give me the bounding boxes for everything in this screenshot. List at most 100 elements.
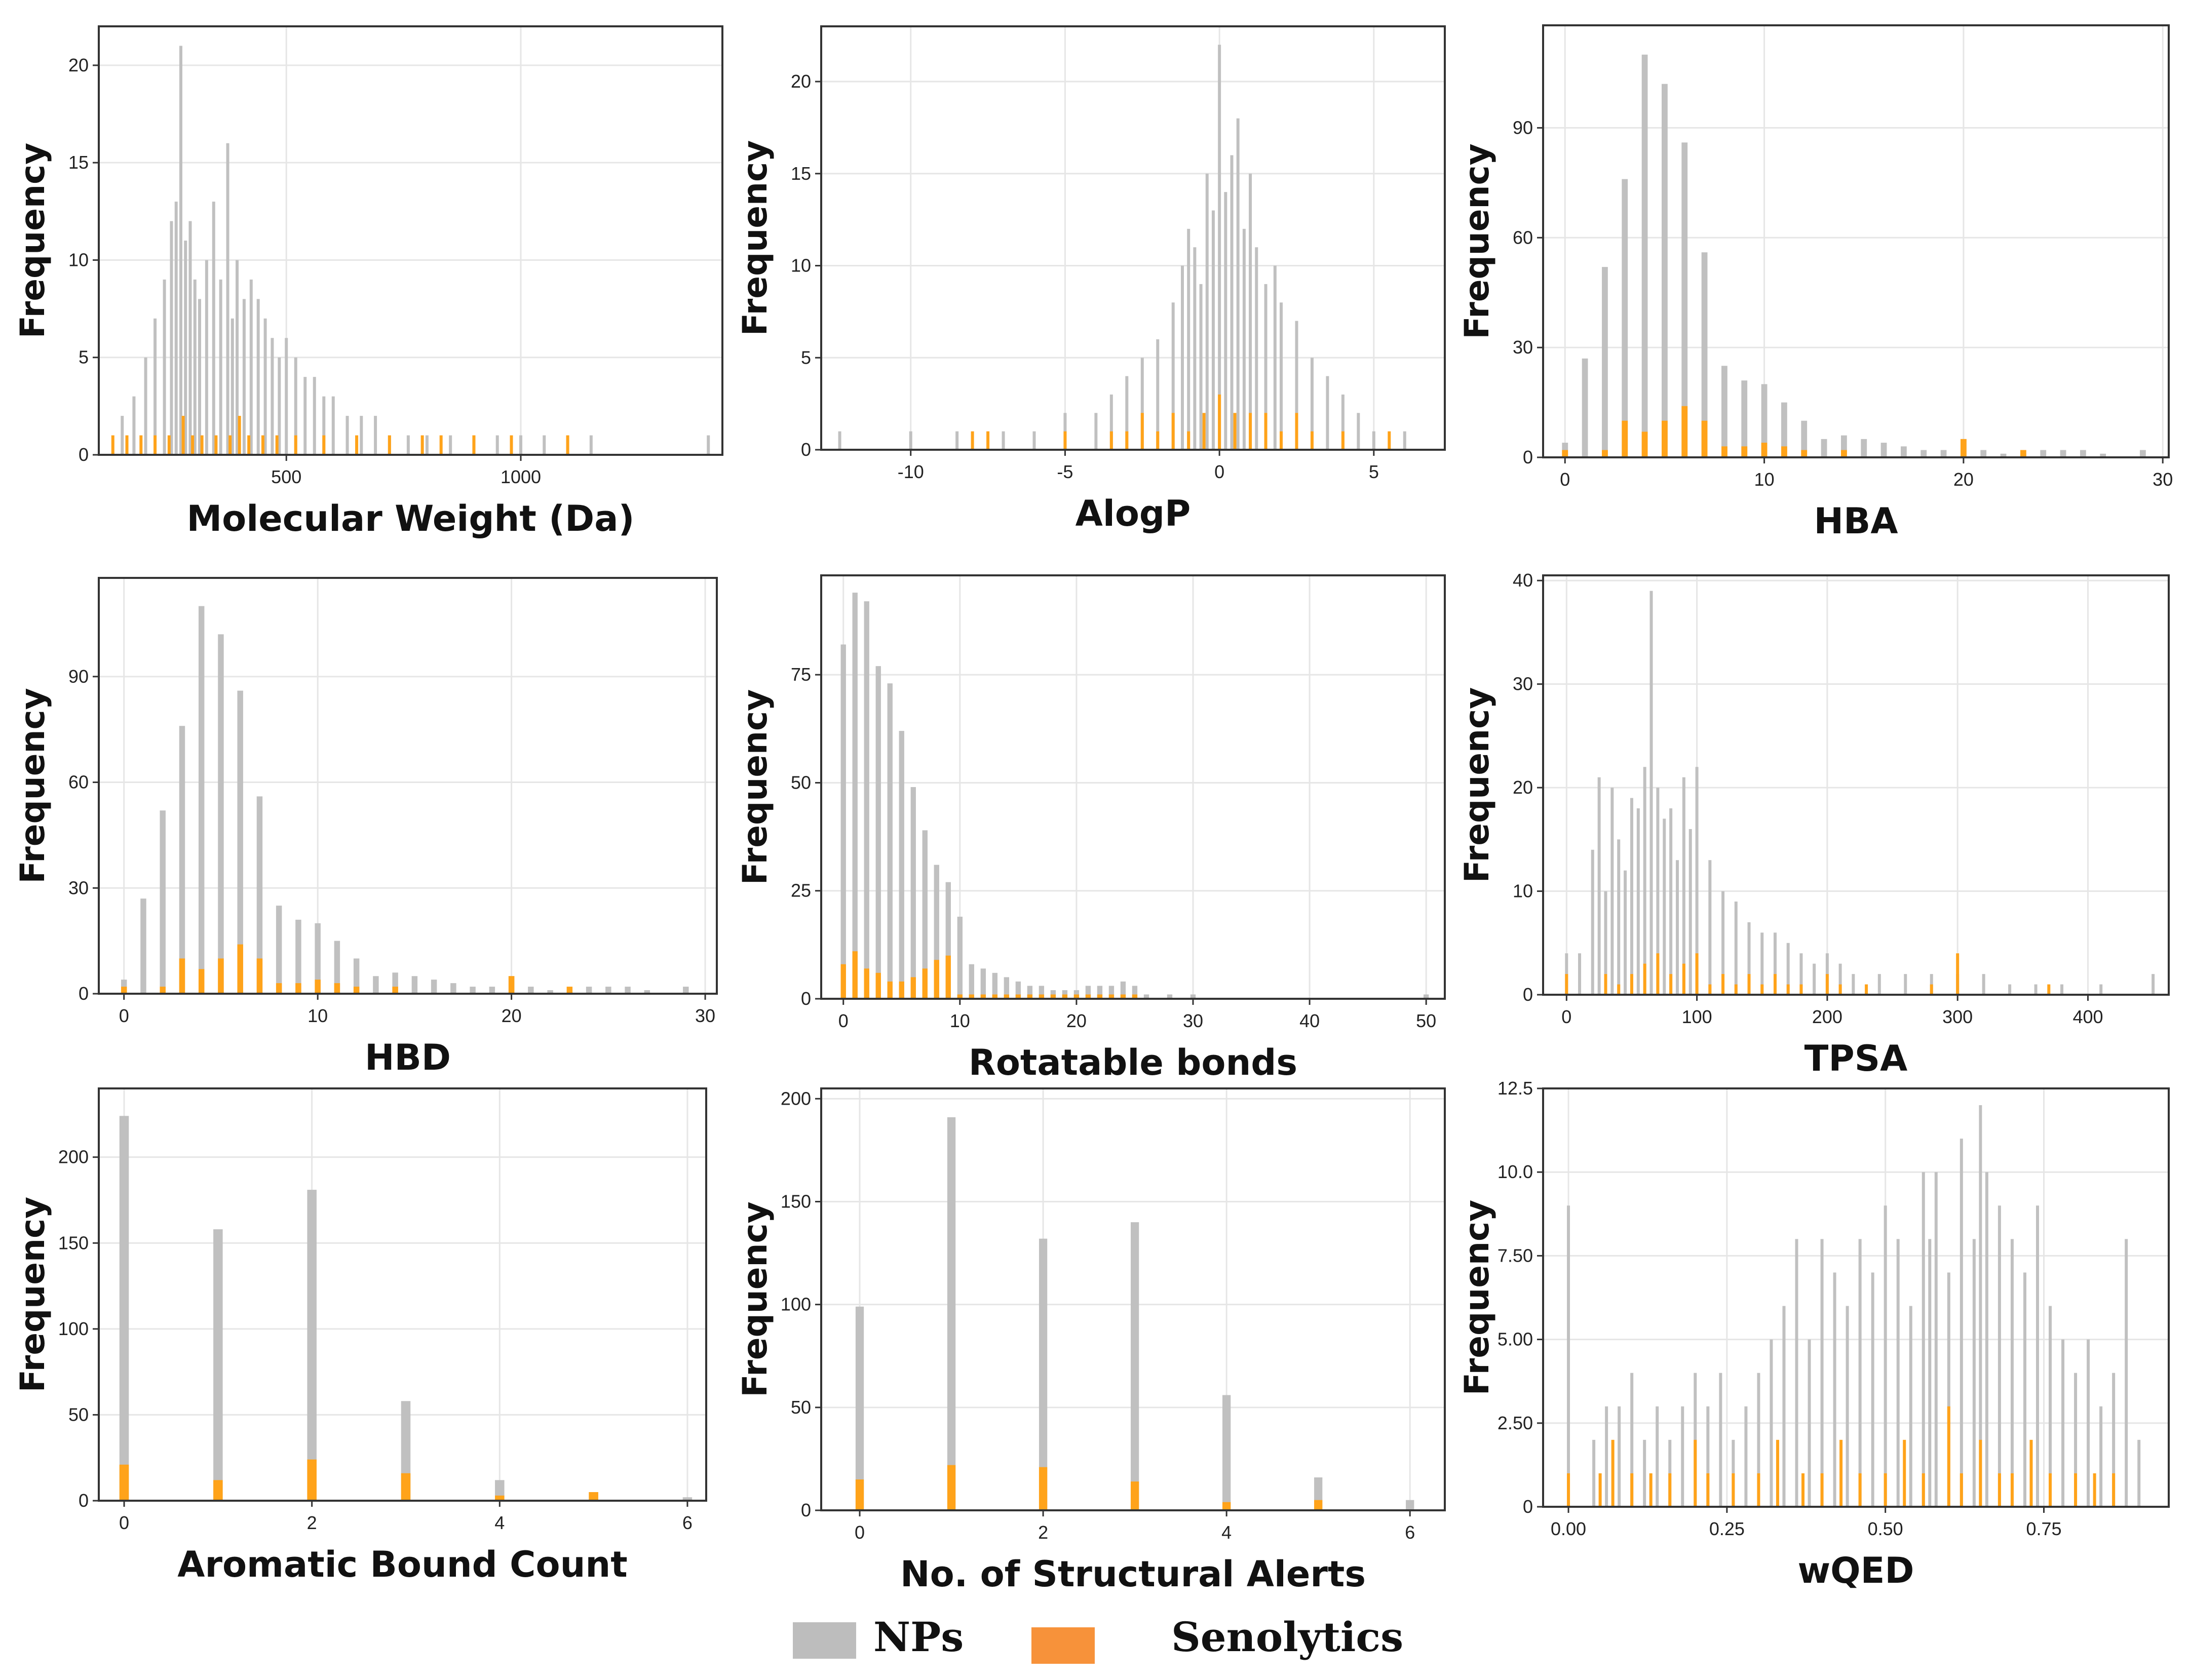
bar-senolytics [1641,432,1648,457]
y-tick-label: 0 [79,1490,89,1511]
plot-frame [1542,24,2170,458]
bar-nps [271,338,274,455]
bar-senolytics [1120,994,1126,999]
y-tick-label: 0 [79,444,89,465]
x-tick-label: 40 [1299,1010,1320,1031]
bar-nps [1979,1105,1982,1507]
bar-nps [1896,1239,1900,1507]
bar-senolytics [1604,974,1607,995]
bar-nps [256,299,260,455]
bar-senolytics [1922,1473,1925,1507]
bar-senolytics [2074,1473,2078,1507]
bar-nps [2139,450,2146,457]
x-tick-label: 10 [308,1005,328,1026]
bar-senolytics [855,1479,864,1510]
bar-nps [1770,1339,1773,1507]
x-axis-title: HBA [1814,500,1898,542]
bar-senolytics [910,977,916,999]
panel-molecular-weight-da: 500 1000 0 5 10 15 20 Molecular Weight (Da) Freq… [13,25,723,539]
bar-nps [1801,420,1808,457]
bar-senolytics [111,435,114,455]
x-tick-label: 0 [1561,1006,1571,1027]
bar-nps [1605,1406,1608,1507]
y-tick-label: 20 [1513,777,1533,798]
bar-nps [1669,808,1673,995]
bar-senolytics [1682,963,1685,995]
x-tick-label: 0 [1214,461,1224,482]
bar-senolytics [1998,1473,2001,1507]
bar-senolytics [840,964,846,999]
bar-nps [360,416,363,455]
bar-nps [1820,1239,1824,1507]
bar-senolytics [971,431,974,450]
bar-nps [910,787,916,999]
bar-senolytics [1930,984,1933,995]
bar-senolytics [1732,1473,1735,1507]
x-tick-label: 0.50 [1868,1518,1903,1539]
bar-nps [1813,963,1816,995]
bar-nps [1838,963,1842,995]
bar-senolytics [1947,1406,1950,1507]
bar-senolytics [1820,1473,1824,1507]
x-tick-label: 2 [307,1512,317,1533]
bar-nps [2010,1239,2014,1507]
panel-no-of-structural-alerts: 0 2 4 6 0 50 100 150 200 No. of Structural Alerts… [736,1087,1446,1595]
bar-nps [1085,986,1091,999]
y-axis-title: Frequency [13,688,52,883]
bar-nps [1934,1172,1938,1507]
y-tick-label: 5 [79,347,89,368]
y-tick-label: 0 [801,439,811,460]
bar-nps [1900,446,1907,457]
x-axis-title: No. of Structural Alerts [900,1553,1366,1595]
x-tick-label: 30 [2153,469,2173,490]
y-tick-label: 30 [1513,337,1533,358]
x-tick-label: 0.00 [1551,1518,1586,1539]
plot-frame [1542,1087,2170,1508]
y-tick-label: 0 [801,988,811,1009]
bar-senolytics [1598,1473,1602,1507]
bar-nps [838,431,841,450]
bar-senolytics [1567,1473,1570,1507]
bar-senolytics [1062,994,1068,999]
x-axis-title: Molecular Weight (Da) [187,498,635,539]
y-tick-label: 0 [79,983,89,1004]
bar-senolytics [388,435,391,455]
bar-nps [140,898,146,994]
bar-senolytics [1085,994,1091,999]
bar-nps [119,1116,129,1501]
bar-nps [1688,829,1692,995]
bar-senolytics [214,435,218,455]
bar-senolytics [420,435,424,455]
bar-nps [1403,431,1406,450]
bar-nps [1721,891,1725,995]
bar-nps [1701,252,1708,457]
plot-background [1543,1088,2169,1507]
bar-senolytics [1156,431,1160,450]
bar-nps [707,435,710,455]
bar-nps [1622,179,1628,457]
y-axis-title: Frequency [13,143,52,338]
bar-nps [411,976,418,994]
bar-nps [2040,450,2047,457]
bar-nps [1181,265,1184,450]
bar-nps [945,882,951,999]
bar-nps [899,731,904,999]
bar-nps [1706,1406,1710,1507]
bar-nps [1871,1272,1874,1507]
bar-nps [2060,984,2064,995]
bar-senolytics [1747,974,1751,995]
bar-senolytics [2049,1473,2052,1507]
bar-nps [1406,1500,1414,1510]
bar-senolytics [1063,431,1067,450]
y-tick-label: 200 [781,1088,811,1109]
bar-senolytics [353,987,360,994]
panel-rotatable-bonds: 0 10 20 30 40 50 0 25 50 75 Rotatable bonds Frequen… [736,574,1446,1083]
bar-nps [1171,302,1175,450]
y-tick-label: 5.00 [1497,1329,1533,1350]
x-tick-label: 0.75 [2026,1518,2061,1539]
x-axis-title: AlogP [1076,493,1191,534]
bar-nps [1747,922,1751,995]
bar-nps [2125,1239,2128,1507]
bar-senolytics [191,435,195,455]
